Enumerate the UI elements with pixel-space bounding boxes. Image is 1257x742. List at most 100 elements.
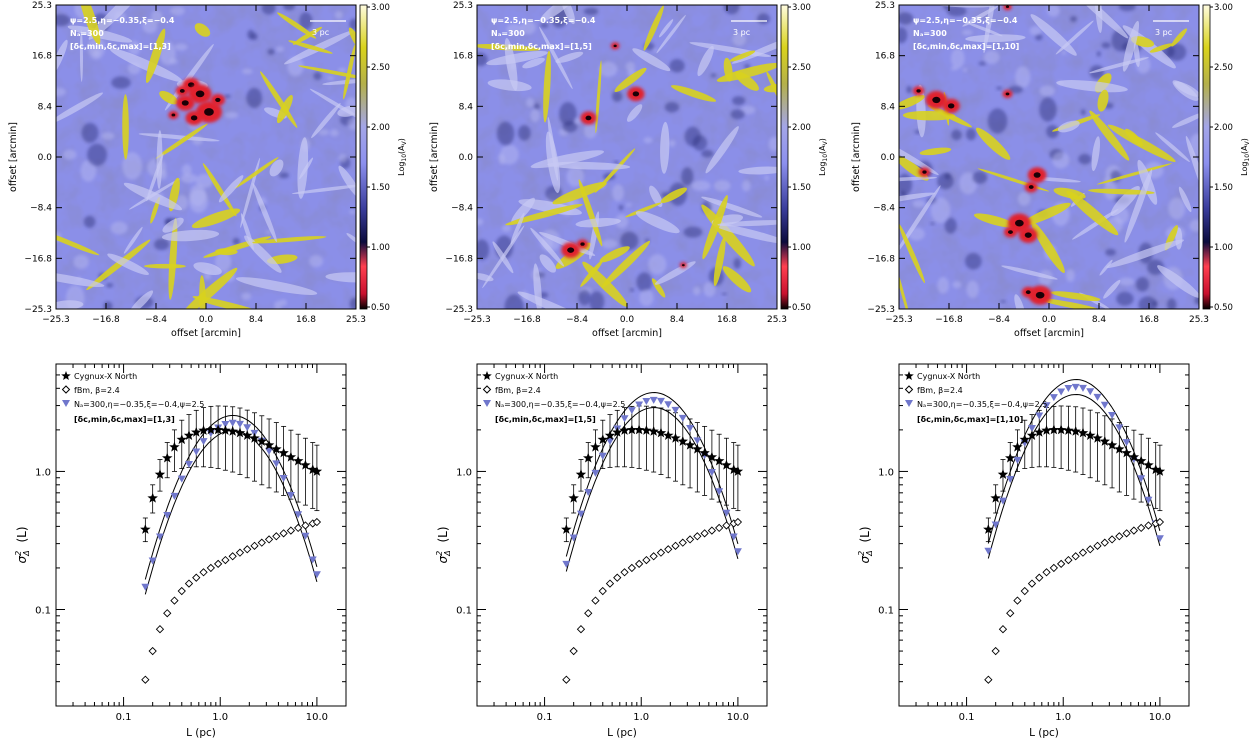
- map-mottle: [937, 277, 949, 294]
- map-mottle: [613, 160, 619, 164]
- map-mottle: [987, 108, 1008, 134]
- map-mottle: [81, 122, 99, 143]
- map-filament: [962, 5, 998, 27]
- fbm-point: [206, 563, 216, 573]
- map-mottle: [299, 12, 313, 30]
- map-mottle: [500, 144, 519, 165]
- map-filament: [1107, 124, 1176, 162]
- map-filament: [763, 83, 777, 93]
- model-point: [141, 583, 150, 591]
- x-tick-label: 10.0: [727, 712, 749, 723]
- map-filament: [143, 263, 186, 269]
- model-point: [1042, 402, 1051, 410]
- observed-point: [1063, 425, 1074, 435]
- fbm-point: [1078, 548, 1088, 557]
- map-filament: [539, 5, 580, 22]
- map-filament: [178, 267, 238, 309]
- map-filament: [670, 85, 717, 102]
- observed-point: [699, 447, 710, 458]
- map-filament: [252, 236, 327, 244]
- map-filament: [1106, 239, 1185, 269]
- map-filament: [325, 272, 356, 283]
- map-image: [899, 5, 1199, 309]
- map-annotation-2: Nₐ=300: [70, 29, 104, 38]
- map-filament: [899, 257, 911, 309]
- x-tick-label: −16.8: [513, 315, 541, 325]
- map-y-axis-label: offset [arcmin]: [8, 122, 19, 192]
- colorbar-tick-label: 1.00: [1214, 243, 1233, 253]
- map-x-axis-label: offset [arcmin]: [1014, 328, 1084, 339]
- observed-point: [1005, 452, 1016, 463]
- map-mottle: [63, 149, 77, 160]
- observed-point: [670, 432, 681, 443]
- map-filament: [235, 277, 318, 295]
- y-tick-label: 0.0: [881, 153, 896, 163]
- map-mottle: [996, 86, 1003, 90]
- fbm-point: [1107, 535, 1117, 544]
- observed-point: [997, 469, 1009, 479]
- map-filament: [109, 48, 183, 82]
- observed-point: [183, 430, 195, 440]
- map-mottle: [742, 180, 751, 192]
- observed-point: [162, 452, 173, 463]
- map-filament: [1022, 202, 1071, 226]
- fbm-point: [286, 526, 296, 535]
- map-filament: [88, 5, 149, 40]
- fbm-point: [155, 625, 165, 634]
- map-mottle: [740, 105, 756, 115]
- colorbar-tick-label: 3.00: [1214, 3, 1233, 13]
- map-mottle: [318, 129, 330, 136]
- map-annotation-2: Nₐ=300: [491, 29, 525, 38]
- map-mottle: [652, 48, 658, 52]
- model-point: [642, 398, 651, 406]
- observed-point: [1085, 430, 1096, 440]
- fbm-point: [707, 526, 717, 535]
- map-filament: [1122, 20, 1140, 72]
- clump-core: [681, 264, 685, 267]
- clump-core: [585, 115, 592, 121]
- model-point: [1013, 456, 1022, 464]
- model-point: [148, 557, 157, 565]
- fbm-point: [1129, 526, 1139, 535]
- plot-y-axis-label: σ2Δ (L): [435, 526, 452, 563]
- x-tick-label: 16.8: [296, 315, 316, 325]
- model-point: [664, 401, 673, 409]
- map-filament: [547, 161, 631, 170]
- observed-point: [311, 465, 323, 476]
- map-filament: [1089, 57, 1149, 74]
- colorbar-label: Log10(AV): [1240, 138, 1251, 176]
- plot-frame: [476, 363, 768, 707]
- map-filament: [298, 65, 356, 81]
- observed-point: [220, 425, 231, 435]
- fbm-point: [228, 552, 237, 561]
- map-mottle: [764, 175, 769, 181]
- observed-point: [561, 524, 572, 534]
- map-mottle: [962, 67, 968, 72]
- map-mottle: [110, 221, 128, 235]
- observed-point: [234, 427, 246, 438]
- map-filament: [192, 296, 264, 309]
- model-point: [286, 492, 295, 500]
- colorbar-tick-label: 0.50: [1214, 303, 1233, 313]
- map-annotation-1: ψ=2.5,η=−0.35,ξ=−0.4: [70, 16, 175, 25]
- x-tick-label: 8.4: [670, 315, 685, 325]
- map-mottle: [951, 129, 962, 141]
- colorbar-tick-label: 0.50: [371, 303, 390, 313]
- observed-point: [1154, 465, 1166, 476]
- map-filament: [983, 5, 998, 54]
- map-filament: [292, 26, 323, 45]
- map-filament: [202, 163, 237, 217]
- map-filament: [517, 291, 584, 309]
- map-filament: [702, 195, 728, 260]
- model-point: [635, 401, 644, 409]
- legend-diamond-icon: [61, 385, 71, 394]
- map-mottle: [73, 254, 89, 269]
- map-mottle: [122, 152, 143, 180]
- map-filament: [1099, 259, 1113, 276]
- map-y-axis-label: offset [arcmin]: [851, 122, 862, 192]
- fbm-point: [576, 625, 586, 634]
- fbm-point: [301, 521, 310, 530]
- observed-point: [242, 430, 253, 440]
- observed-point: [1048, 424, 1060, 435]
- map-filament: [625, 202, 662, 218]
